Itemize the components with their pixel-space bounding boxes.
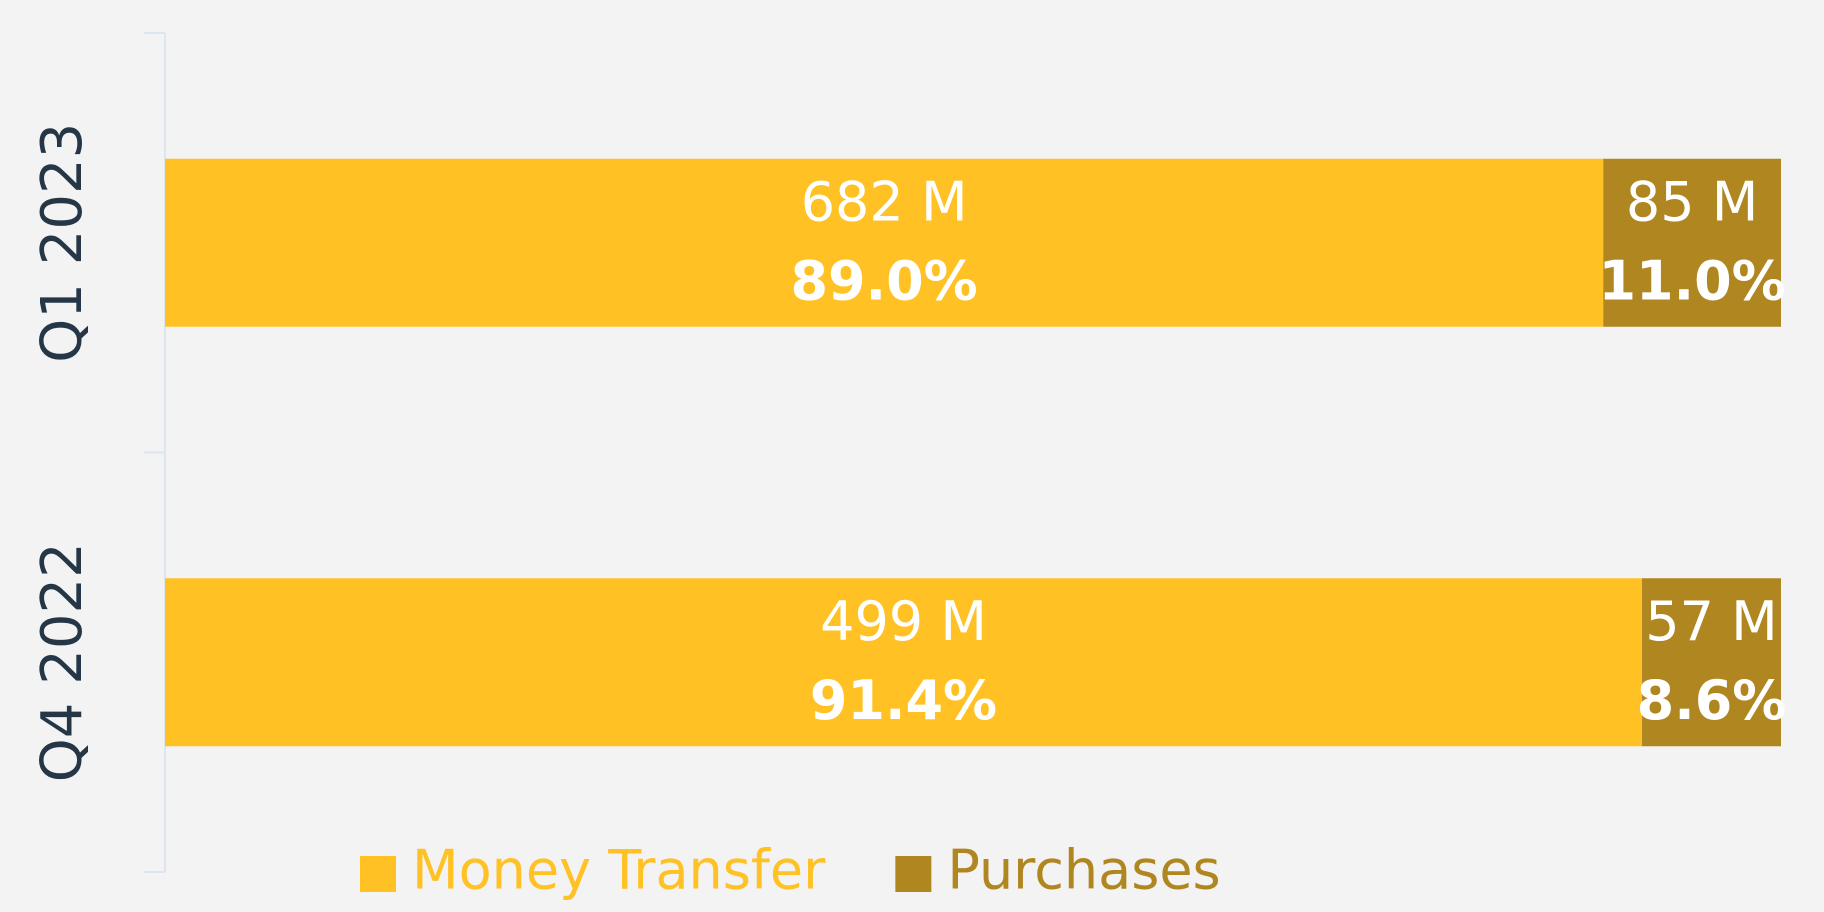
legend-label: Money Transfer <box>412 839 826 902</box>
bar-segment <box>1603 158 1781 327</box>
value-label: 91.4% <box>810 669 997 732</box>
legend-label: Purchases <box>947 839 1220 902</box>
value-label: 8.6% <box>1637 669 1787 732</box>
amount-label: 682 M <box>801 170 968 233</box>
legend-swatch <box>360 856 396 892</box>
bar-segment <box>165 578 1643 747</box>
value-label: 89.0% <box>790 249 977 312</box>
amount-label: 499 M <box>820 590 987 653</box>
category-label: Q4 2022 <box>30 542 95 782</box>
amount-label: 85 M <box>1626 170 1758 233</box>
bar-segment <box>165 158 1604 327</box>
legend-swatch <box>895 856 932 892</box>
amount-label: 57 M <box>1645 590 1777 653</box>
bar-segment <box>1642 578 1781 747</box>
value-label: 11.0% <box>1598 249 1785 312</box>
category-label: Q1 2023 <box>30 123 95 363</box>
